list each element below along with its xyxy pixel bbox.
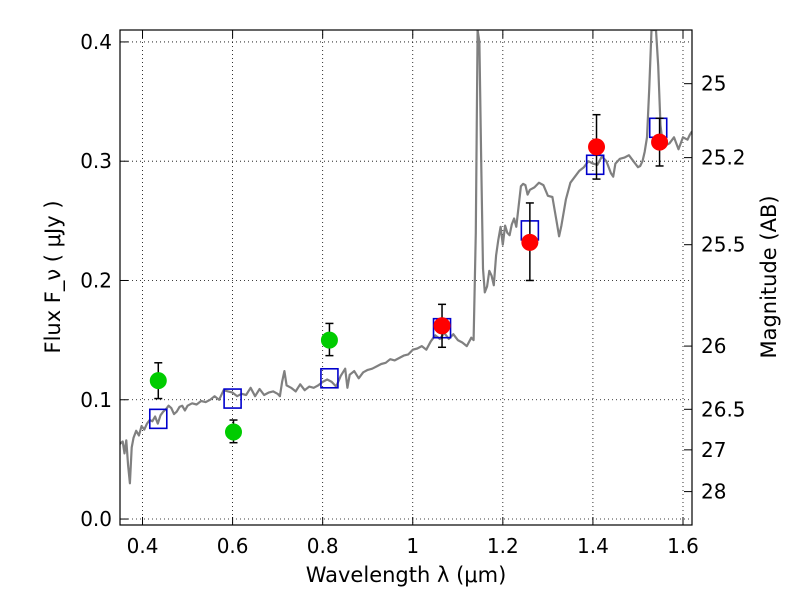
y-tick-label: 0.4 (80, 30, 112, 54)
y2-axis-label-text: Magnitude (AB) (757, 195, 781, 358)
plot-background (120, 30, 692, 525)
y-tick-label: 0.3 (80, 149, 112, 173)
y-axis-label-text: Flux F_ν ( μJy ) (41, 200, 66, 353)
x-tick-label: 1 (406, 534, 419, 558)
x-tick-label: 0.6 (217, 534, 249, 558)
plot-marks (120, 30, 692, 485)
y-tick-label: 0.0 (80, 507, 112, 531)
y2-tick-label: 25.2 (701, 146, 746, 170)
observed-flux-point (588, 138, 606, 156)
x-tick-label: 1.6 (667, 534, 699, 558)
y2-tick-label: 26.5 (701, 397, 746, 421)
y-axis-label: Flux F_ν ( μJy ) (41, 200, 66, 353)
observed-flux-point (433, 317, 451, 335)
model-flux-square (148, 408, 168, 430)
x-tick-label: 0.8 (307, 534, 339, 558)
y2-tick-label: 26 (701, 334, 726, 358)
observed-flux-point (521, 233, 539, 251)
x-axis-label: Wavelength λ (μm) (306, 563, 507, 587)
model-flux-square (320, 367, 339, 389)
plot-frame (119, 29, 693, 526)
x-axis-label-text: Wavelength λ (μm) (306, 563, 507, 587)
observed-flux-point (651, 133, 669, 151)
x-tick-label: 1.4 (577, 534, 609, 558)
axis-ticks: 0.4 0.6 0.8 1 1.2 1.4 1.6 0.0 0.1 0.2 0.3 0.4 25 25.2… (80, 30, 745, 558)
observed-flux-point (149, 372, 167, 390)
y2-axis-label: Magnitude (AB) (757, 195, 781, 358)
y2-tick-label: 25 (701, 72, 726, 96)
observed-flux-point (224, 423, 242, 441)
y-tick-label: 0.2 (80, 268, 112, 292)
observed-flux-point (320, 331, 338, 349)
y2-tick-label: 27 (701, 438, 726, 462)
model-flux-square (223, 388, 242, 409)
x-tick-label: 1.2 (487, 534, 519, 558)
y2-tick-label: 25.5 (701, 233, 746, 257)
y-tick-label: 0.1 (80, 388, 112, 412)
y2-tick-label: 28 (701, 480, 726, 504)
x-tick-label: 0.4 (127, 534, 159, 558)
